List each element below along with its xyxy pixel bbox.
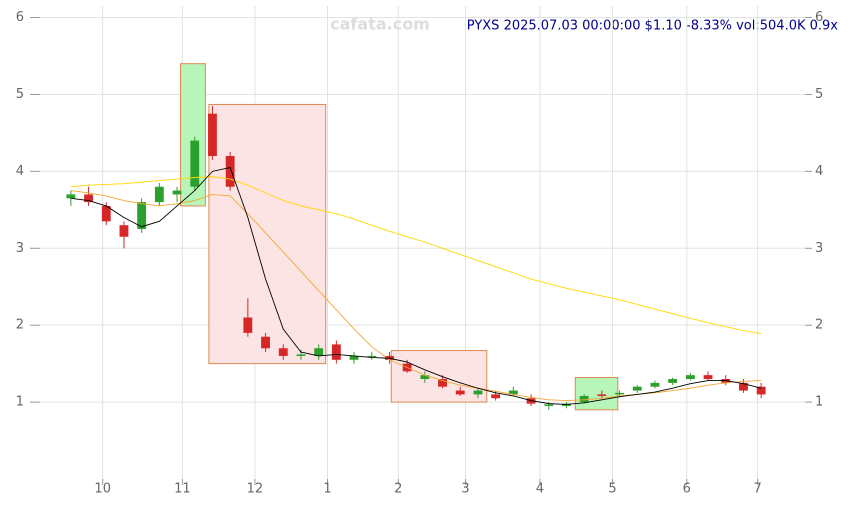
- y-tick-label-right: 6: [815, 10, 823, 25]
- candle-body: [703, 375, 713, 380]
- candle-body: [632, 386, 642, 391]
- moving-average: [70, 176, 762, 335]
- candle-body: [597, 394, 607, 396]
- candle-body: [438, 379, 447, 387]
- candle-body: [473, 390, 483, 395]
- x-tick-label: 5: [608, 482, 616, 497]
- candle-body: [225, 155, 235, 187]
- x-tick-label: 6: [683, 482, 691, 497]
- candle-body: [739, 382, 748, 391]
- x-tick-label: 4: [536, 482, 544, 497]
- candle-body: [349, 355, 359, 360]
- candle-body: [420, 375, 430, 380]
- x-tick-label: 12: [247, 482, 264, 497]
- candle-body: [154, 186, 164, 203]
- y-tick-label: 4: [16, 164, 24, 179]
- candle-body: [101, 205, 111, 222]
- x-tick-label: 1: [323, 482, 331, 497]
- candle-body: [491, 394, 501, 399]
- candle-body: [331, 344, 341, 360]
- y-tick-label: 3: [16, 241, 24, 256]
- candle-body: [84, 194, 93, 203]
- candle-body: [544, 404, 554, 406]
- candle-body: [278, 348, 288, 356]
- y-tick-label: 5: [16, 87, 24, 102]
- candle-body: [455, 390, 465, 395]
- zone: [390, 350, 488, 403]
- candle-body: [756, 386, 766, 395]
- x-tick-label: 7: [753, 482, 761, 497]
- candle-body: [685, 375, 695, 380]
- y-tick-label-right: 4: [815, 164, 823, 179]
- candle-body: [261, 336, 270, 349]
- candle-body: [615, 392, 624, 395]
- x-tick-label: 3: [461, 482, 469, 497]
- x-tick-label: 2: [394, 482, 402, 497]
- candle-body: [579, 395, 589, 403]
- moving-average: [70, 166, 762, 405]
- candle-body: [66, 194, 76, 199]
- candle-body: [508, 390, 518, 395]
- zone: [208, 103, 327, 365]
- candle-body: [208, 113, 217, 156]
- x-tick-label: 11: [174, 482, 191, 497]
- y-tick-label-right: 5: [815, 87, 823, 102]
- candle-body: [190, 140, 200, 187]
- y-tick-label-right: 2: [815, 318, 823, 333]
- candle-body: [668, 379, 678, 383]
- y-tick-label: 1: [16, 395, 24, 410]
- candle-body: [119, 225, 129, 237]
- y-tick-label: 2: [16, 318, 24, 333]
- zone: [574, 376, 619, 411]
- candle-body: [296, 354, 306, 356]
- y-tick-label-right: 1: [815, 395, 823, 410]
- watermark: cafata.com: [330, 15, 430, 34]
- y-tick-label: 6: [16, 10, 24, 25]
- chart-title: PYXS 2025.07.03 00:00:00 $1.10 -8.33% vo…: [467, 19, 839, 34]
- x-tick-label: 10: [94, 482, 111, 497]
- candle-body: [367, 355, 377, 357]
- y-tick-label-right: 3: [815, 241, 823, 256]
- candle-body: [172, 190, 182, 195]
- candle-body: [650, 382, 660, 387]
- candle-body: [314, 348, 324, 356]
- candle-body: [243, 317, 253, 333]
- candle-body: [137, 202, 147, 230]
